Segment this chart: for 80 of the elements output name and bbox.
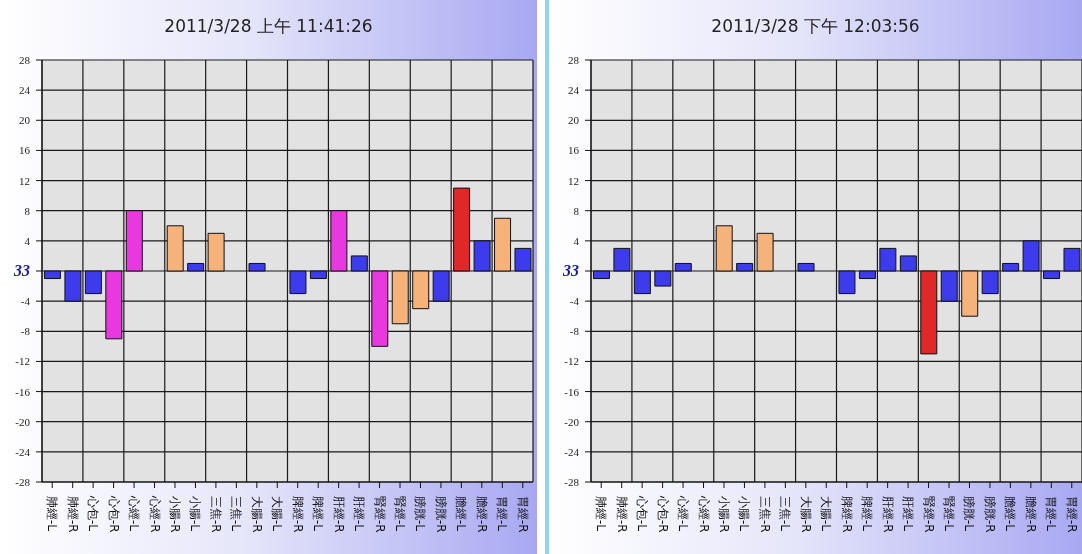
x-tick-label: 膽經-L [454,496,469,532]
y-tick-label: -4 [569,295,580,308]
y-tick-label: -12 [564,355,579,368]
y-tick-label: 28 [568,54,580,66]
y-tick-label: -24 [564,445,580,458]
x-tick-label: 脾經-R [290,496,305,533]
y-tick-label: 20 [19,114,31,127]
x-tick-label: 脾經-R [839,496,854,533]
x-tick-label: 肝經-R [331,496,346,533]
x-tick-label: 膀胱-L [413,496,428,532]
x-tick-label: 肝經-L [901,496,916,532]
x-tick-label: 心包-R [655,495,670,533]
y-tick-label: 8 [24,204,31,217]
x-tick-label: 小腸-L [737,496,752,532]
x-tick-label: 膀胱-R [433,496,448,533]
x-tick-label: 大腸-R [798,496,813,533]
y-tick-label: 28 [19,54,31,66]
y-tick-label: -8 [20,325,31,338]
chart-title: 2011/3/28 上午 11:41:26 [163,14,374,38]
x-tick-label: 心包-L [635,495,650,532]
x-tick-label: 腎經-L [393,496,408,532]
x-tick-label: 肺經-R [65,496,80,533]
x-tick-label: 腎經-R [921,496,936,533]
x-tick-label: 小腸-R [167,496,182,533]
chart-title: 2011/3/28 下午 12:03:56 [710,14,921,38]
x-tick-label: 膽經-R [1023,496,1038,533]
x-tick-label: 肺經-R [614,496,629,533]
y-tick-label: -20 [564,415,580,428]
x-tick-label: 胃經-L [1044,496,1059,532]
y-tick-label: -16 [564,385,580,398]
x-tick-label: 心經-R [696,495,711,533]
x-tick-label: 心經-R [147,495,162,533]
x-tick-label: 腎經-L [942,496,957,532]
x-tick-label: 膽經-R [474,496,489,533]
x-tick-label: 心包-L [86,495,101,532]
x-tick-label: 心經-L [127,495,142,532]
y-tick-label: 16 [19,144,31,157]
x-tick-label: 胃經-L [495,496,510,532]
x-tick-label: 大腸-L [270,496,285,532]
x-tick-label: 心經-L [676,495,691,532]
x-tick-label: 肺經-L [45,496,60,532]
x-tick-label: 胃經-R [1064,496,1079,533]
x-tick-label: 三焦-R [757,496,772,533]
x-tick-label: 大腸-L [819,496,834,532]
text: 33 [13,262,30,279]
x-tick-label: 膀胱-L [962,496,977,532]
x-tick-label: 三焦-L [778,496,793,532]
x-tick-label: 膀胱-R [982,496,997,533]
x-tick-label: 脾經-L [860,496,875,532]
y-tick-label: -4 [20,295,31,308]
text: 33 [562,262,579,279]
x-tick-label: 脾經-L [311,496,326,532]
x-tick-label: 肝經-L [352,496,367,532]
x-tick-label: 肺經-L [594,496,609,532]
y-tick-label: 4 [573,234,580,247]
x-tick-label: 肝經-R [880,496,895,533]
x-tick-label: 小腸-L [188,496,203,532]
y-tick-label: 20 [568,114,580,127]
x-tick-label: 膽經-L [1003,496,1018,532]
x-tick-label: 大腸-R [249,496,264,533]
x-tick-label: 三焦-R [208,496,223,533]
x-tick-label: 腎經-R [372,496,387,533]
y-tick-label: -28 [15,476,31,488]
x-tick-label: 三焦-L [229,496,244,532]
x-tick-label: 胃經-R [515,496,530,533]
y-tick-label: -8 [569,325,580,338]
y-tick-label: 12 [568,174,579,187]
y-tick-label: 4 [24,234,31,247]
y-tick-label: 16 [568,144,580,157]
y-tick-label: -28 [564,476,580,488]
y-tick-label: -24 [15,445,31,458]
x-tick-label: 小腸-R [716,496,731,533]
x-tick-label: 心包-R [106,495,121,533]
y-tick-label: 24 [19,84,31,97]
y-tick-label: -12 [15,355,30,368]
y-tick-label: -20 [15,415,31,428]
y-tick-label: -16 [15,385,31,398]
y-tick-label: 12 [19,174,30,187]
y-tick-label: 8 [573,204,580,217]
y-tick-label: 24 [568,84,580,97]
